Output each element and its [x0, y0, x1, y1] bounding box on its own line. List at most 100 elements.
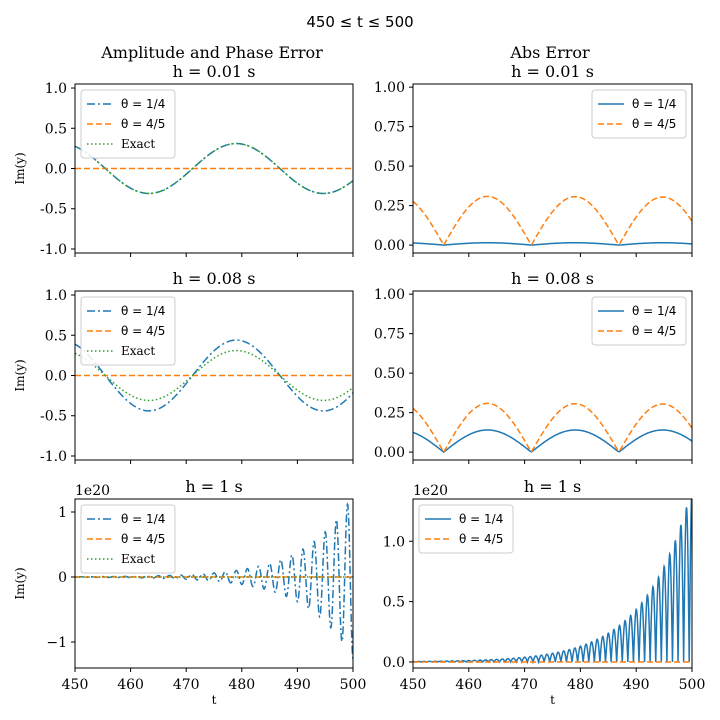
legend-label-exact: Exact: [121, 344, 155, 358]
y-tick-label: 0.75: [374, 120, 405, 136]
legend-box: [591, 89, 687, 139]
column-title-left: Amplitude and Phase Error: [100, 43, 323, 62]
subplot-title: h = 0.01 s: [511, 62, 594, 81]
y-tick-label: 0.5: [45, 328, 67, 344]
x-tick-label: 460: [117, 677, 144, 693]
legend-label-exact: Exact: [121, 552, 155, 566]
series-line-theta_4_5: [413, 402, 692, 454]
y-axis-label: Im(y): [13, 359, 27, 391]
x-tick-label: 450: [62, 677, 89, 693]
figure-suptitle: 450 ≤ t ≤ 500: [306, 13, 413, 31]
y-tick-label: 0.50: [374, 366, 405, 382]
series-line-theta_1_4: [413, 241, 692, 246]
y-tick-label: −1: [46, 635, 67, 651]
y-tick-label: 0: [58, 570, 67, 586]
subplots-grid: h = 0.01 s-1.0-0.50.00.51.0Im(y)θ = 1/4θ…: [13, 62, 705, 707]
axes-frame: [412, 290, 693, 461]
y-tick-label: 1.00: [374, 80, 405, 96]
y-tick-label: 0.5: [45, 121, 67, 137]
series-line-theta_1_4: [75, 502, 353, 660]
subplot-2: h = 0.01 s0.000.250.500.751.00θ = 1/4θ =…: [374, 62, 693, 257]
legend-label-theta_4_5: θ = 4/5: [121, 532, 165, 546]
subplot-title: h = 0.08 s: [511, 269, 594, 288]
axes-frame: [412, 498, 693, 669]
y-tick-label: -0.5: [40, 202, 67, 218]
legend-label-theta_1_4: θ = 1/4: [632, 304, 676, 318]
x-axis-label: t: [550, 693, 555, 707]
y-tick-label: 1.0: [383, 534, 405, 550]
y-scale-offset-label: 1e20: [413, 483, 448, 499]
series-line-exact: [75, 349, 353, 402]
y-tick-label: 1.0: [45, 288, 67, 304]
x-tick-label: 470: [173, 677, 200, 693]
legend-box: [80, 89, 176, 159]
subplot-5: h = 1 s −1 0 1 450 460 470 480 490 500 Im(y) t 1e20 θ…: [13, 477, 366, 707]
plot-area: [413, 402, 692, 454]
plot-area: [75, 339, 353, 412]
y-tick-label: 0.50: [374, 159, 405, 175]
legend-box: [80, 296, 176, 366]
axes-frame: [74, 290, 354, 461]
legend-label-theta_1_4: θ = 1/4: [459, 512, 503, 526]
x-tick-label: 500: [340, 677, 367, 693]
legend-label-theta_1_4: θ = 1/4: [121, 512, 165, 526]
axes-frame: [74, 83, 354, 254]
y-tick-label: 0.00: [374, 445, 405, 461]
y-tick-label: -0.5: [40, 409, 67, 425]
y-tick-label: 0.25: [374, 199, 405, 215]
subplot-title: h = 0.08 s: [173, 269, 256, 288]
y-tick-label: -1.0: [40, 449, 67, 465]
y-tick-label: -1.0: [40, 242, 67, 258]
series-line-theta_4_5: [413, 195, 692, 247]
subplot-title: h = 0.01 s: [173, 62, 256, 81]
y-tick-label: 1.00: [374, 287, 405, 303]
x-tick-label: 470: [511, 677, 538, 693]
column-title-right: Abs Error: [509, 43, 590, 62]
subplot-1: h = 0.01 s-1.0-0.50.00.51.0Im(y)θ = 1/4θ…: [13, 62, 354, 258]
x-tick-label: 500: [679, 677, 706, 693]
legend-box: [591, 296, 687, 346]
y-tick-label: 0.5: [383, 595, 405, 611]
y-tick-label: 1.0: [45, 81, 67, 97]
legend-label-exact: Exact: [121, 137, 155, 151]
legend-label-theta_1_4: θ = 1/4: [121, 304, 165, 318]
y-tick-label: 0.75: [374, 327, 405, 343]
legend-label-theta_1_4: θ = 1/4: [632, 97, 676, 111]
x-tick-label: 480: [567, 677, 594, 693]
plot-area: [75, 502, 353, 660]
legend-label-theta_4_5: θ = 4/5: [121, 324, 165, 338]
series-line-exact: [75, 142, 353, 195]
y-tick-label: 0.25: [374, 406, 405, 422]
subplot-3: h = 0.08 s-1.0-0.50.00.51.0Im(y)θ = 1/4θ…: [13, 269, 354, 465]
legend-label-theta_4_5: θ = 4/5: [632, 117, 676, 131]
axes-frame: [74, 498, 354, 669]
y-axis-label: Im(y): [13, 152, 27, 184]
x-tick-label: 490: [623, 677, 650, 693]
y-tick-label: 0.0: [383, 655, 405, 671]
legend-label-theta_4_5: θ = 4/5: [632, 324, 676, 338]
legend: θ = 1/4 θ = 4/5: [591, 296, 687, 346]
series-line-theta_1_4: [413, 429, 692, 454]
y-tick-label: 0.0: [45, 369, 67, 385]
x-axis-label: t: [212, 693, 217, 707]
legend-label-theta_4_5: θ = 4/5: [459, 532, 503, 546]
y-tick-label: 1: [58, 505, 67, 521]
series-line-theta_1_4: [75, 339, 353, 412]
legend: θ = 1/4 θ = 4/5: [418, 504, 514, 554]
legend-label-theta_1_4: θ = 1/4: [121, 97, 165, 111]
y-axis-label: Im(y): [13, 567, 27, 599]
subplot-title: h = 1 s: [185, 477, 242, 496]
x-tick-label: 490: [284, 677, 311, 693]
legend: θ = 1/4 θ = 4/5 Exact: [80, 296, 176, 366]
y-tick-label: 0.0: [45, 162, 67, 178]
plot-area: [413, 499, 692, 665]
y-scale-offset-label: 1e20: [75, 483, 110, 499]
subplot-title: h = 1 s: [524, 477, 581, 496]
x-tick-label: 450: [400, 677, 427, 693]
legend-box: [418, 504, 514, 554]
subplot-6: h = 1 s 0.0 0.5 1.0 450 460 470 480 490 500 t 1e20 θ…: [383, 477, 706, 707]
legend: θ = 1/4 θ = 4/5: [591, 89, 687, 139]
x-tick-label: 460: [455, 677, 482, 693]
y-tick-label: 0.00: [374, 238, 405, 254]
